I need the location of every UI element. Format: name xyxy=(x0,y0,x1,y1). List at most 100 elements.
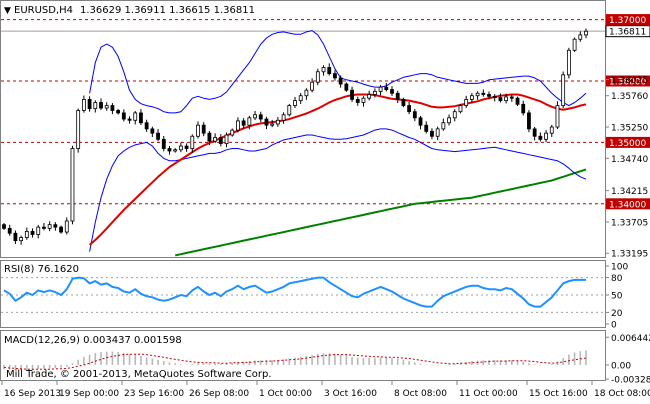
candle-body xyxy=(196,124,200,137)
candle-body xyxy=(144,122,149,130)
candle-body xyxy=(344,83,349,91)
current-price-label: 1.36811 xyxy=(609,28,646,38)
level-label-box xyxy=(606,75,650,87)
candle-body xyxy=(378,86,383,92)
level-label: 1.35000 xyxy=(609,139,646,149)
price-tick-label: 1.35250 xyxy=(611,124,648,134)
rsi-tick-label: 80 xyxy=(611,274,623,284)
candle-body xyxy=(401,99,406,106)
candle-body xyxy=(407,105,412,113)
macd-tick-label: -0.003285 xyxy=(611,376,650,386)
price-level-lines xyxy=(1,19,605,205)
candle-body xyxy=(42,226,46,229)
candle-body xyxy=(173,149,178,152)
rsi-title: RSI(8) 76.1620 xyxy=(4,264,79,275)
candle-body xyxy=(70,148,75,222)
candle-body xyxy=(458,105,463,113)
candle-body xyxy=(327,67,332,75)
symbol-dropdown-icon[interactable]: ▼ xyxy=(4,6,11,16)
level-label: 1.37000 xyxy=(609,16,646,26)
candle-body xyxy=(418,117,423,126)
candle-body xyxy=(321,67,326,73)
candle-body xyxy=(213,137,218,142)
candle-body xyxy=(441,122,446,130)
candle-body xyxy=(127,118,132,121)
candle-body xyxy=(224,134,229,145)
price-axis: 1.37000 1.36000 1.35000 1.34000 1.36025 1.357… xyxy=(605,14,650,260)
candle-body xyxy=(367,94,372,99)
candle-body xyxy=(184,145,189,149)
macd-title: MACD(12,26,9) 0.003437 0.001598 xyxy=(4,335,182,346)
candle-body xyxy=(13,232,18,242)
ma-fast-line xyxy=(88,93,587,246)
candle-body xyxy=(390,89,394,94)
candle-body xyxy=(275,119,280,125)
candle-body xyxy=(355,99,360,103)
level-label: 1.36000 xyxy=(609,77,646,87)
rsi-tick-label: 0 xyxy=(611,321,617,331)
time-tick-label: 1 Oct 00:00 xyxy=(259,389,312,399)
candles-layer xyxy=(2,28,588,245)
candle-body xyxy=(156,132,160,140)
candle-body xyxy=(481,92,486,95)
candle-body xyxy=(464,99,469,106)
time-tick-label: 19 Sep 00:00 xyxy=(59,389,119,399)
candle-body xyxy=(475,92,480,97)
copyright-text: Mill Trade, © 2001-2013, MetaQuotes Soft… xyxy=(6,369,272,380)
candle-body xyxy=(116,110,121,114)
time-tick-label: 16 Sep 2013 xyxy=(4,389,61,399)
candle-body xyxy=(293,100,297,106)
time-tick-label: 15 Oct 16:00 xyxy=(529,389,588,399)
level-label-box xyxy=(606,198,650,210)
price-tick-label: 1.33195 xyxy=(611,250,648,260)
candle-body xyxy=(47,224,52,229)
candle-body xyxy=(207,132,212,142)
time-tick-label: 11 Oct 00:00 xyxy=(459,389,518,399)
candle-body xyxy=(304,89,309,97)
rsi-layer xyxy=(1,276,605,313)
candle-body xyxy=(566,49,571,76)
candle-body xyxy=(504,96,509,102)
candle-body xyxy=(133,112,138,121)
candle-body xyxy=(447,117,451,124)
candle-body xyxy=(139,112,143,124)
candle-body xyxy=(150,128,155,134)
candle-body xyxy=(544,132,548,140)
candle-body xyxy=(178,145,183,151)
macd-axis: 0.006442 0.00 -0.003285 xyxy=(605,334,650,386)
candle-body xyxy=(333,73,337,79)
candle-body xyxy=(509,96,514,99)
candle-body xyxy=(76,110,81,149)
candle-body xyxy=(315,71,320,83)
candle-body xyxy=(19,237,24,242)
level-label-box xyxy=(606,14,650,26)
candle-body xyxy=(64,220,69,233)
level-label: 1.34000 xyxy=(609,200,646,210)
price-tick-label: 1.35760 xyxy=(611,92,648,102)
candle-body xyxy=(93,102,98,110)
candle-body xyxy=(521,103,526,114)
candle-body xyxy=(87,99,92,110)
candle-body xyxy=(498,97,503,102)
candle-body xyxy=(110,105,115,111)
candle-body xyxy=(36,226,41,235)
candle-body xyxy=(469,95,474,100)
macd-signal-line xyxy=(3,353,587,370)
bollinger-upper-line xyxy=(89,30,587,114)
candle-body xyxy=(201,124,206,134)
candle-body xyxy=(7,227,12,234)
candle-body xyxy=(584,30,588,36)
rsi-line xyxy=(3,276,586,308)
candle-body xyxy=(59,226,63,233)
candle-body xyxy=(310,81,315,91)
candle-body xyxy=(241,120,246,126)
level-label-box xyxy=(606,136,650,148)
candle-body xyxy=(492,95,497,98)
candle-body xyxy=(372,91,377,95)
price-tick-label: 1.33705 xyxy=(611,218,648,228)
candle-body xyxy=(121,112,126,120)
candle-body xyxy=(270,123,275,126)
candle-body xyxy=(167,148,172,152)
